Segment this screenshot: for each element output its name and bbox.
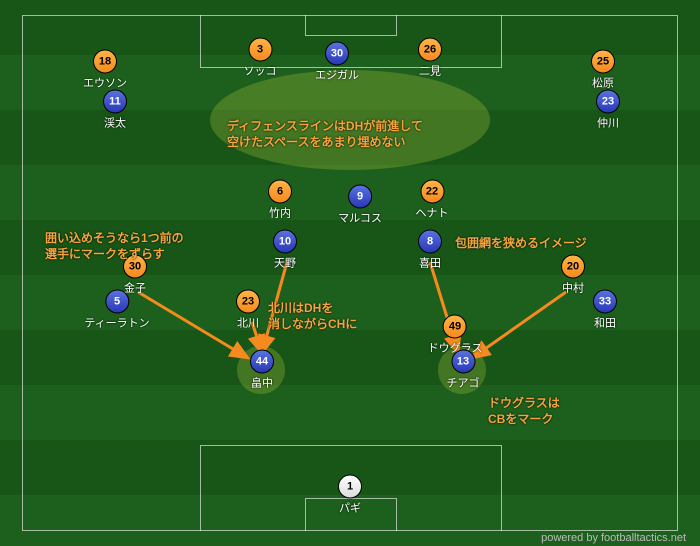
player-marker: 44畠中: [250, 350, 274, 391]
player-number: 23: [236, 290, 260, 314]
player-number: 18: [93, 50, 117, 74]
player-name: ソッコ: [244, 63, 277, 79]
player-name: 二見: [418, 63, 442, 79]
player-marker: 11渓太: [103, 90, 127, 131]
player-name: 松原: [591, 75, 615, 91]
player-number: 22: [420, 180, 444, 204]
player-marker: 3ソッコ: [244, 38, 277, 79]
player-name: 和田: [593, 315, 617, 331]
annotation-text: 北川はDHを消しながらCHに: [268, 300, 357, 332]
annotation-text: 囲い込めそうなら1つ前の選手にマークをずらす: [45, 230, 184, 262]
goal-box-top: [305, 15, 397, 36]
player-marker: 22ヘナト: [416, 180, 449, 221]
player-number: 8: [418, 230, 442, 254]
player-number: 6: [268, 180, 292, 204]
player-number: 49: [443, 315, 467, 339]
player-name: チアゴ: [447, 375, 480, 391]
player-number: 3: [248, 38, 272, 62]
player-number: 1: [338, 475, 362, 499]
player-marker: 6竹内: [268, 180, 292, 221]
player-marker: 25松原: [591, 50, 615, 91]
tactics-field: 18エウソン3ソッコ26二見25松原6竹内22ヘナト30金子20中村23北川49…: [0, 0, 700, 546]
player-marker: 26二見: [418, 38, 442, 79]
player-number: 44: [250, 350, 274, 374]
player-name: パギ: [338, 500, 362, 516]
player-name: 喜田: [418, 255, 442, 271]
player-marker: 1パギ: [338, 475, 362, 516]
player-name: エジガル: [315, 67, 359, 83]
player-number: 25: [591, 50, 615, 74]
player-marker: 23仲川: [596, 90, 620, 131]
player-name: ティーラトン: [84, 315, 149, 331]
annotation-text: ドウグラスはCBをマーク: [488, 395, 560, 427]
player-marker: 8喜田: [418, 230, 442, 271]
player-name: 仲川: [596, 115, 620, 131]
player-marker: 18エウソン: [83, 50, 127, 91]
player-number: 11: [103, 90, 127, 114]
player-name: マルコス: [338, 210, 382, 226]
player-marker: 30エジガル: [315, 42, 359, 83]
player-number: 13: [451, 350, 475, 374]
player-name: 北川: [236, 315, 260, 331]
player-marker: 23北川: [236, 290, 260, 331]
player-marker: 13チアゴ: [447, 350, 480, 391]
player-name: 天野: [273, 255, 297, 271]
player-name: 畠中: [250, 375, 274, 391]
player-marker: 20中村: [561, 255, 585, 296]
player-name: 竹内: [268, 205, 292, 221]
player-marker: 33和田: [593, 290, 617, 331]
player-number: 20: [561, 255, 585, 279]
annotation-text: ディフェンスラインはDHが前進して空けたスペースをあまり埋めない: [227, 118, 423, 150]
player-number: 33: [593, 290, 617, 314]
player-number: 10: [273, 230, 297, 254]
player-name: エウソン: [83, 75, 127, 91]
player-number: 26: [418, 38, 442, 62]
player-number: 5: [105, 290, 129, 314]
player-number: 9: [348, 185, 372, 209]
player-marker: 9マルコス: [338, 185, 382, 226]
player-marker: 10天野: [273, 230, 297, 271]
player-marker: 5ティーラトン: [84, 290, 149, 331]
player-number: 30: [325, 42, 349, 66]
player-name: 渓太: [103, 115, 127, 131]
player-name: 中村: [561, 280, 585, 296]
player-number: 23: [596, 90, 620, 114]
annotation-text: 包囲網を狭めるイメージ: [455, 235, 587, 251]
player-name: ヘナト: [416, 205, 449, 221]
credit-text: powered by footballtactics.net: [541, 532, 686, 544]
